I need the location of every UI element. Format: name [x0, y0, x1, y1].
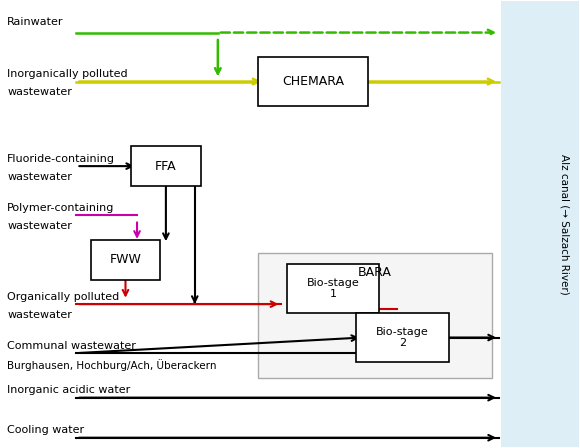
Text: wastewater: wastewater — [7, 310, 72, 320]
Text: Organically polluted: Organically polluted — [7, 292, 119, 302]
Text: wastewater: wastewater — [7, 87, 72, 97]
Text: BARA: BARA — [358, 266, 392, 279]
Text: Fluoride-containing: Fluoride-containing — [7, 154, 115, 164]
Text: Inorganic acidic water: Inorganic acidic water — [7, 385, 130, 396]
Text: Alz canal (→ Salzach River): Alz canal (→ Salzach River) — [559, 154, 569, 294]
FancyBboxPatch shape — [356, 313, 449, 362]
FancyBboxPatch shape — [91, 240, 160, 280]
Text: wastewater: wastewater — [7, 221, 72, 231]
FancyBboxPatch shape — [501, 1, 579, 447]
FancyBboxPatch shape — [258, 57, 368, 106]
Text: Inorganically polluted: Inorganically polluted — [7, 69, 128, 79]
Text: FWW: FWW — [110, 253, 142, 266]
Text: wastewater: wastewater — [7, 172, 72, 182]
Text: FFA: FFA — [155, 159, 177, 172]
FancyBboxPatch shape — [287, 264, 379, 313]
Text: Bio-stage
1: Bio-stage 1 — [307, 278, 360, 299]
Text: Rainwater: Rainwater — [7, 17, 64, 27]
Text: Polymer-containing: Polymer-containing — [7, 203, 114, 213]
Text: CHEMARA: CHEMARA — [282, 75, 344, 88]
Text: Cooling water: Cooling water — [7, 426, 84, 435]
Text: Burghausen, Hochburg/Ach, Überackern: Burghausen, Hochburg/Ach, Überackern — [7, 359, 217, 371]
FancyBboxPatch shape — [258, 253, 492, 378]
Text: Communal wastewater: Communal wastewater — [7, 341, 136, 351]
FancyBboxPatch shape — [131, 146, 201, 186]
Text: Bio-stage
2: Bio-stage 2 — [376, 327, 429, 349]
